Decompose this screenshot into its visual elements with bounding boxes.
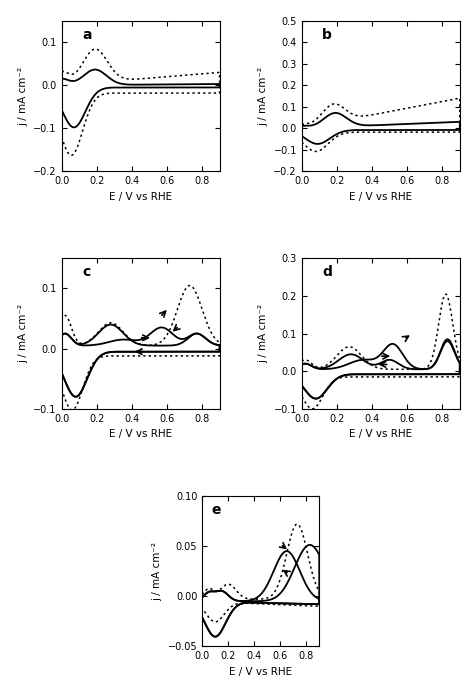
Y-axis label: j / mA cm⁻²: j / mA cm⁻² xyxy=(152,541,162,600)
X-axis label: E / V vs RHE: E / V vs RHE xyxy=(109,192,172,202)
Y-axis label: j / mA cm⁻²: j / mA cm⁻² xyxy=(258,304,268,363)
X-axis label: E / V vs RHE: E / V vs RHE xyxy=(229,667,292,677)
Text: a: a xyxy=(82,28,91,42)
Y-axis label: j / mA cm⁻²: j / mA cm⁻² xyxy=(18,304,28,363)
Y-axis label: j / mA cm⁻²: j / mA cm⁻² xyxy=(18,67,27,126)
X-axis label: E / V vs RHE: E / V vs RHE xyxy=(349,192,412,202)
Y-axis label: j / mA cm⁻²: j / mA cm⁻² xyxy=(258,67,268,126)
Text: d: d xyxy=(322,265,332,279)
Text: c: c xyxy=(82,265,91,279)
Text: e: e xyxy=(211,503,221,517)
Text: b: b xyxy=(322,28,332,42)
X-axis label: E / V vs RHE: E / V vs RHE xyxy=(109,430,172,439)
X-axis label: E / V vs RHE: E / V vs RHE xyxy=(349,430,412,439)
